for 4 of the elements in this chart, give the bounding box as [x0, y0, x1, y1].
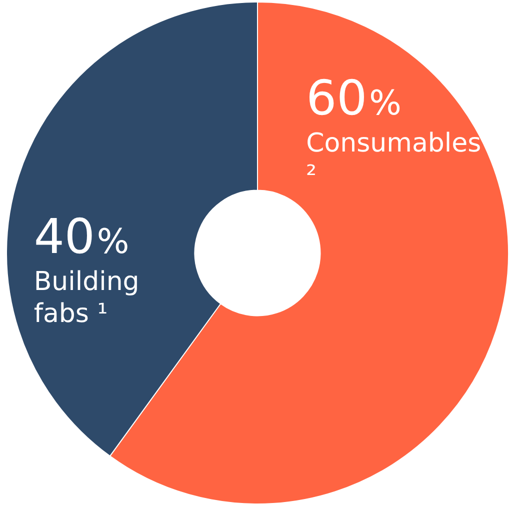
data-label: 60%	[306, 70, 402, 126]
slice-label: Building fabs ¹	[34, 267, 140, 330]
data-label: 40%	[34, 209, 130, 266]
slice-label: Consumables ²	[306, 128, 482, 190]
